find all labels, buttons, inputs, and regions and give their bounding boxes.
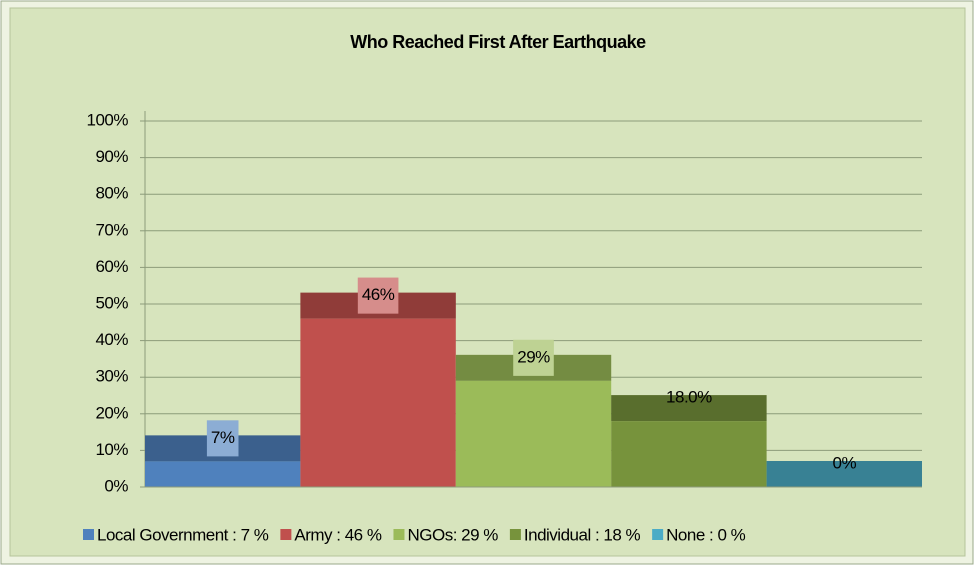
bar-depth — [611, 395, 767, 422]
data-label-box-tint — [357, 277, 399, 314]
bar-depth-shade — [611, 395, 767, 422]
legend-swatch — [509, 529, 521, 540]
data-label-box-tint — [206, 420, 239, 457]
legend-label: NGOs: 29 % — [407, 525, 498, 544]
legend-swatch — [652, 529, 664, 540]
data-label: 46% — [362, 285, 395, 304]
y-tick-label: 50% — [95, 293, 128, 312]
y-tick-label: 100% — [87, 110, 129, 129]
data-label-box — [206, 420, 239, 457]
y-tick-label: 10% — [95, 440, 128, 459]
bar — [455, 380, 612, 487]
y-tick-label: 20% — [95, 403, 128, 422]
y-tick-label: 60% — [95, 257, 128, 276]
bar-depth — [766, 461, 922, 487]
y-tick-label: 30% — [95, 367, 128, 386]
bar-depth-shade — [766, 461, 922, 487]
data-label-box — [357, 277, 399, 314]
y-tick-label: 80% — [95, 184, 128, 203]
y-tick-label: 90% — [95, 147, 128, 166]
data-label-box — [513, 339, 554, 376]
legend-swatch — [393, 529, 405, 540]
data-label: 7% — [211, 428, 235, 447]
legend-swatch — [280, 529, 292, 540]
data-label-box-tint — [513, 339, 554, 376]
bar — [611, 421, 767, 487]
legend-label: Army : 46 % — [294, 525, 381, 544]
y-tick-label: 40% — [95, 330, 128, 349]
legend-label: Local Government : 7 % — [97, 525, 269, 544]
data-label: 18.0% — [666, 388, 712, 407]
bar — [300, 318, 456, 487]
data-label: 0% — [833, 453, 857, 472]
data-label: 29% — [517, 347, 550, 366]
legend-swatch — [83, 529, 94, 540]
bar — [145, 461, 301, 487]
legend-label: None : 0 % — [666, 525, 745, 544]
chart-title: Who Reached First After Earthquake — [350, 32, 646, 52]
y-tick-label: 0% — [104, 476, 128, 495]
legend-label: Individual : 18 % — [524, 525, 641, 544]
y-tick-label: 70% — [95, 220, 128, 239]
